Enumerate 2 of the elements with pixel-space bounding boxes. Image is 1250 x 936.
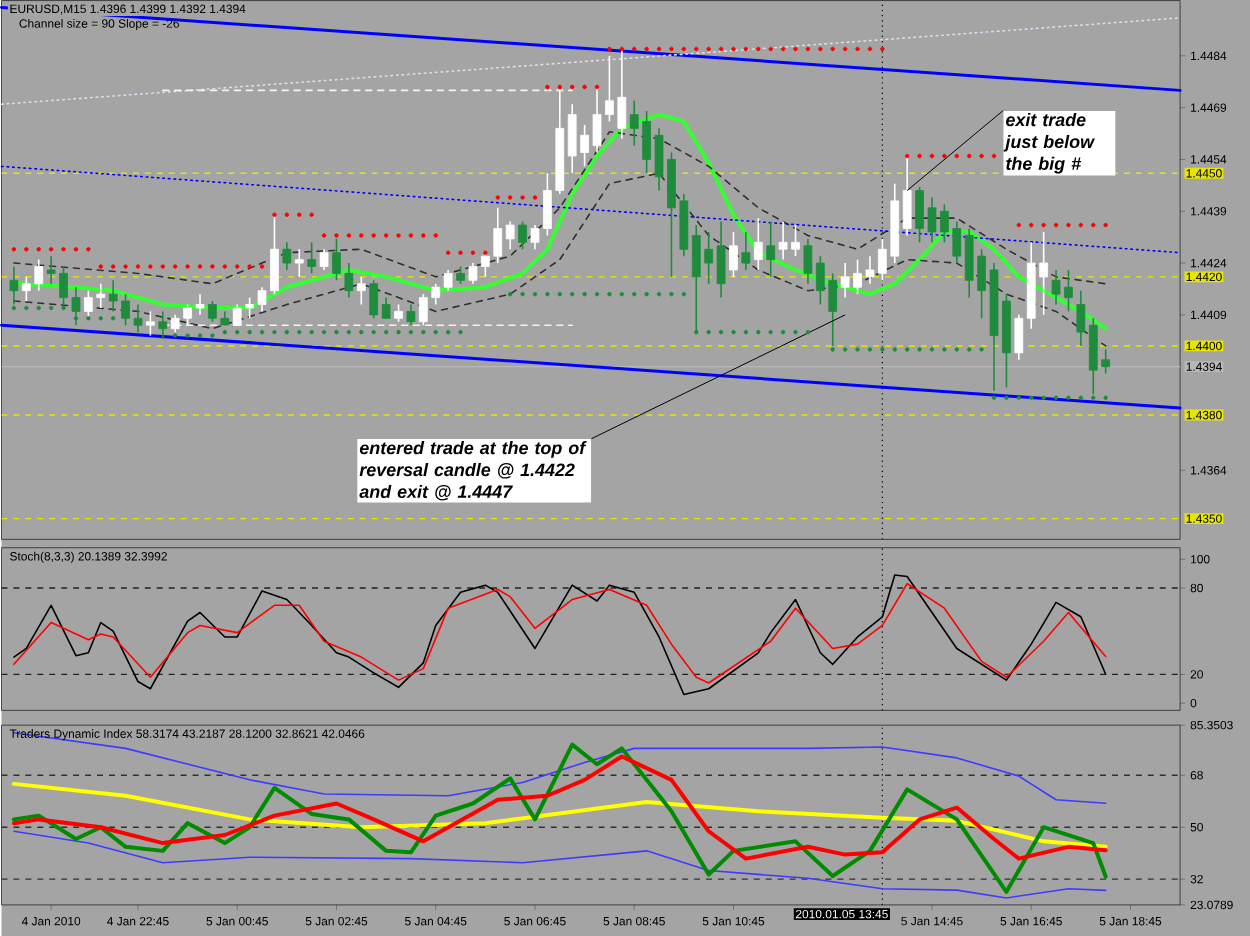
annotation: exit trade just below the big #	[1003, 112, 1095, 174]
annotation: entered trade at the top of reversal candle @ 1.4422 and exit @ 1.4447	[359, 440, 587, 500]
